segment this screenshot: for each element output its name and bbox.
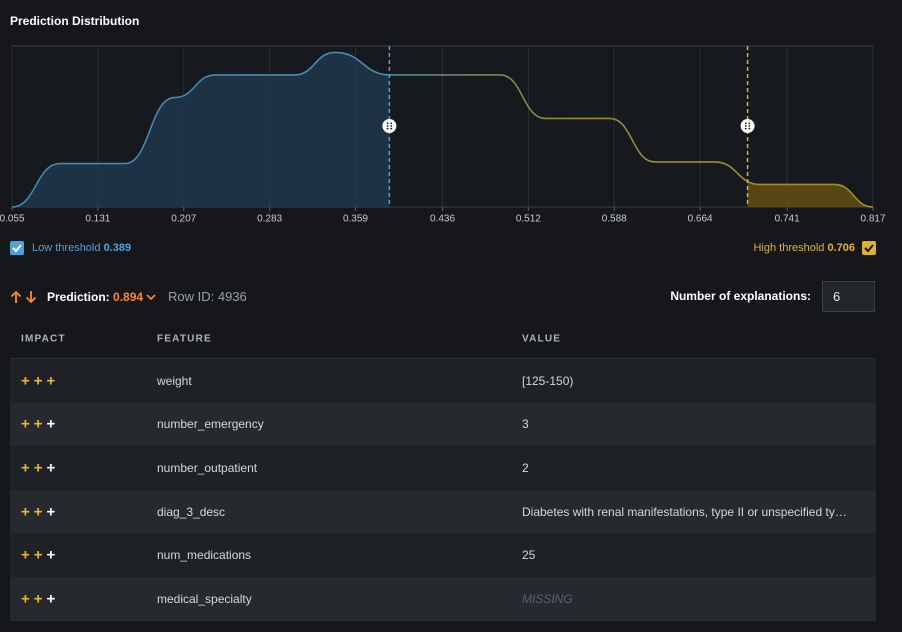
value: Diabetes with renal manifestations, type…: [522, 504, 847, 519]
sort-arrows[interactable]: [10, 290, 38, 304]
impact-sign: +: [33, 503, 43, 521]
handle-dot: [390, 125, 393, 127]
impact: + + +: [21, 459, 59, 476]
column-header: FEATURE: [157, 333, 212, 345]
value: 2: [522, 460, 529, 475]
table-row: + + + medical_specialty MISSING: [10, 576, 876, 621]
impact: + + +: [21, 547, 59, 564]
impact-sign: +: [33, 459, 43, 477]
impact: + + +: [21, 590, 59, 607]
dropdown-chevron: [146, 294, 156, 301]
handle-dot: [744, 122, 747, 125]
prediction-label: Prediction:: [47, 290, 110, 304]
explanations-label: Number of explanations:: [670, 289, 811, 303]
impact-sign: +: [33, 546, 43, 564]
impact-sign: +: [21, 590, 30, 608]
prediction-value: 0.894: [113, 290, 144, 304]
value: [125-150): [522, 373, 574, 388]
handle-dot: [390, 122, 393, 125]
row-id-value: 4936: [217, 289, 247, 304]
distribution-chart: 0.055 0.131 0.207 0.283 0.359 0.436 0.512 0.588…: [0, 45, 886, 225]
impact: + + +: [21, 503, 59, 520]
high-threshold-checkbox[interactable]: [862, 241, 876, 255]
impact-sign: +: [21, 372, 30, 390]
x-tick-label: 0.664: [688, 214, 713, 225]
feature: diag_3_desc: [157, 504, 226, 519]
row-id: Row ID: 4936: [168, 289, 247, 304]
x-tick-label: 0.359: [343, 214, 368, 225]
value: 3: [522, 417, 529, 432]
impact-sign: +: [46, 372, 56, 390]
area-fill: [12, 52, 873, 207]
handle-circle: [382, 119, 397, 133]
threshold-handle[interactable]: [382, 119, 397, 133]
threshold-handle[interactable]: [740, 119, 755, 133]
table-row: + + + number_emergency 3: [10, 402, 876, 447]
handle-dot: [390, 127, 393, 130]
legend-value: 0.389: [103, 242, 132, 254]
value: MISSING: [522, 591, 573, 606]
low-threshold-legend: Low threshold 0.389: [32, 242, 131, 254]
legend-label: Low threshold: [32, 242, 101, 254]
handle-dot: [386, 122, 389, 125]
table-row: + + + number_outpatient 2: [10, 446, 876, 490]
x-tick-label: 0.588: [602, 214, 627, 225]
impact-sign: +: [33, 415, 43, 433]
value: 25: [522, 548, 536, 563]
feature: weight: [157, 373, 192, 388]
impact-sign: +: [21, 415, 30, 433]
impact-sign: +: [46, 546, 56, 564]
feature: number_outpatient: [157, 460, 258, 475]
explanations-input[interactable]: 6: [822, 281, 875, 312]
table-row: + + + diag_3_desc Diabetes with renal manife…: [10, 489, 876, 534]
handle-dot: [748, 125, 751, 127]
impact-sign: +: [46, 459, 56, 477]
handle-dot: [748, 122, 751, 125]
x-tick-label: 0.741: [775, 214, 800, 225]
impact-sign: +: [33, 372, 43, 390]
column-header: IMPACT: [21, 333, 66, 345]
feature: num_medications: [157, 548, 252, 563]
low-threshold-checkbox[interactable]: [10, 241, 24, 255]
area-line: [11, 51, 874, 208]
x-tick-label: 0.512: [516, 214, 541, 225]
impact: + + +: [21, 416, 59, 433]
row-id-label: Row ID:: [168, 289, 215, 304]
x-tick-label: 0.817: [860, 214, 885, 225]
x-tick-label: 0.055: [0, 214, 25, 225]
column-header: VALUE: [522, 333, 562, 345]
handle-dot: [386, 125, 389, 127]
x-tick-label: 0.436: [430, 214, 455, 225]
prediction[interactable]: Prediction: 0.894: [47, 290, 156, 304]
impact-sign: +: [21, 546, 30, 564]
table-header: IMPACT FEATURE VALUE: [10, 320, 876, 359]
legend-value: 0.706: [827, 242, 855, 254]
chart-title: Prediction Distribution: [10, 14, 140, 28]
impact-sign: +: [46, 590, 56, 608]
feature: medical_specialty: [157, 591, 252, 606]
explanations-table: IMPACT FEATURE VALUE + + + weight [125-150) + + +…: [10, 320, 876, 621]
impact-sign: +: [21, 459, 30, 477]
handle-dot: [386, 127, 389, 130]
table-row: + + + weight [125-150): [10, 359, 876, 403]
x-tick-label: 0.131: [85, 214, 110, 225]
impact-sign: +: [46, 503, 56, 521]
impact: + + +: [21, 372, 59, 389]
x-tick-label: 0.207: [171, 214, 196, 225]
impact-sign: +: [21, 503, 30, 521]
impact-sign: +: [46, 415, 56, 433]
feature: number_emergency: [157, 417, 264, 432]
handle-dot: [744, 125, 747, 127]
handle-dot: [744, 127, 747, 130]
x-tick-label: 0.283: [257, 214, 282, 225]
legend-label: High threshold: [753, 242, 825, 254]
handle-dot: [748, 127, 751, 130]
high-threshold-legend: High threshold 0.706: [753, 242, 855, 254]
handle-circle: [740, 119, 755, 133]
impact-sign: +: [33, 590, 43, 608]
table-row: + + + num_medications 25: [10, 533, 876, 577]
